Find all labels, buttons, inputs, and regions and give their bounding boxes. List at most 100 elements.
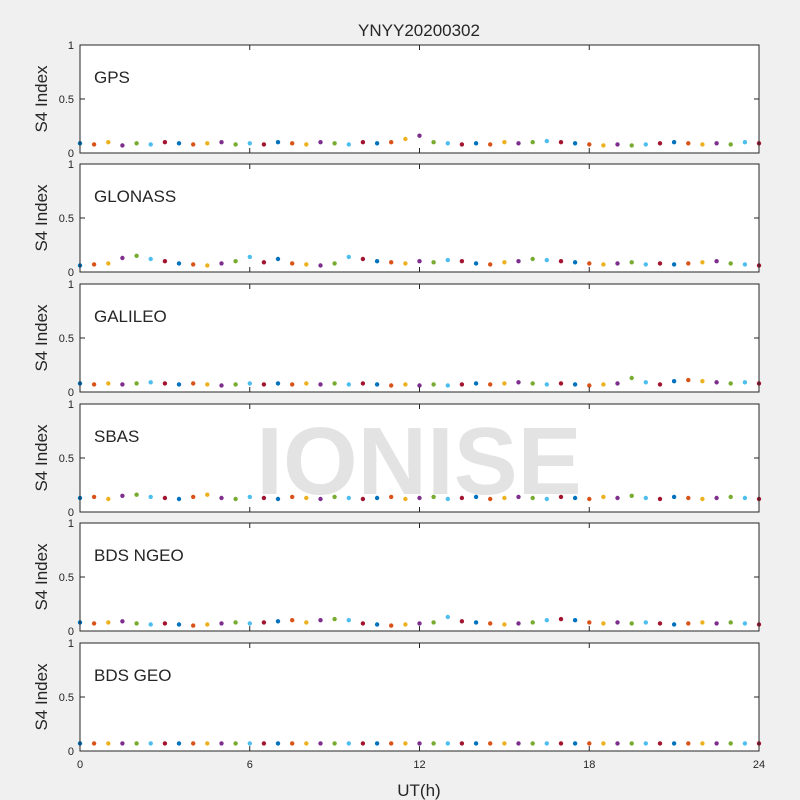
data-point bbox=[459, 259, 465, 264]
data-point bbox=[332, 261, 337, 266]
y-tick-label: 0.5 bbox=[59, 453, 74, 465]
data-point bbox=[304, 262, 309, 267]
data-point bbox=[318, 741, 323, 746]
data-point bbox=[134, 621, 139, 626]
data-point bbox=[148, 142, 153, 147]
data-point bbox=[615, 620, 620, 625]
data-point bbox=[360, 496, 366, 502]
data-point bbox=[558, 381, 564, 386]
data-point bbox=[148, 380, 153, 385]
data-point bbox=[205, 622, 210, 627]
data-point bbox=[191, 142, 196, 147]
data-point bbox=[742, 380, 748, 385]
data-point bbox=[587, 741, 592, 746]
panel-bds-geo: 0 0.5 1 BDS GEO S4 Index 0 6 12 18 24 bbox=[32, 638, 765, 771]
data-point bbox=[417, 383, 422, 388]
data-point bbox=[544, 618, 549, 623]
data-point bbox=[558, 741, 564, 746]
data-point bbox=[643, 380, 648, 385]
data-point bbox=[587, 496, 592, 502]
data-point bbox=[318, 263, 323, 268]
data-point bbox=[431, 260, 436, 265]
data-point bbox=[360, 140, 366, 145]
data-point bbox=[601, 494, 606, 500]
x-tick-label: 12 bbox=[413, 759, 425, 771]
data-point bbox=[742, 140, 748, 145]
data-point bbox=[544, 138, 549, 144]
data-point bbox=[502, 381, 507, 386]
data-point bbox=[587, 261, 592, 266]
data-point bbox=[162, 140, 168, 145]
data-point bbox=[247, 254, 252, 260]
data-point bbox=[120, 255, 125, 261]
data-point bbox=[615, 741, 620, 746]
data-point bbox=[728, 620, 733, 625]
data-point bbox=[148, 741, 153, 746]
data-point bbox=[742, 621, 748, 626]
x-tick-label: 18 bbox=[583, 759, 595, 771]
data-point bbox=[318, 618, 323, 623]
data-point bbox=[572, 495, 578, 501]
data-point bbox=[290, 141, 295, 146]
data-point bbox=[572, 618, 578, 623]
data-point bbox=[106, 496, 111, 502]
data-point bbox=[431, 620, 436, 625]
data-point bbox=[728, 261, 733, 266]
data-point bbox=[728, 142, 733, 147]
data-point bbox=[431, 140, 436, 145]
data-point bbox=[162, 381, 168, 386]
data-point bbox=[558, 616, 564, 622]
data-point bbox=[700, 741, 705, 746]
data-point bbox=[120, 741, 125, 746]
data-point bbox=[502, 495, 507, 501]
data-point bbox=[205, 382, 210, 387]
data-point bbox=[332, 494, 337, 500]
y-tick-label: 0.5 bbox=[59, 333, 74, 345]
data-point bbox=[445, 741, 450, 746]
data-point bbox=[516, 259, 521, 264]
data-point bbox=[714, 621, 719, 626]
data-point bbox=[91, 142, 97, 147]
data-point bbox=[247, 141, 252, 146]
data-point bbox=[459, 495, 465, 501]
data-point bbox=[389, 623, 394, 628]
data-point bbox=[502, 622, 507, 627]
data-point bbox=[445, 257, 450, 263]
data-point bbox=[233, 496, 238, 502]
data-point bbox=[219, 383, 224, 388]
panel-galileo: 0 0.5 1 GALILEO S4 Index bbox=[32, 279, 762, 399]
data-point bbox=[643, 495, 648, 501]
data-point bbox=[615, 495, 620, 501]
data-point bbox=[120, 382, 125, 387]
y-tick-label: 0 bbox=[68, 746, 74, 758]
data-point bbox=[332, 381, 337, 386]
data-point bbox=[374, 495, 380, 501]
data-point bbox=[587, 383, 592, 388]
x-tick-label: 0 bbox=[77, 759, 83, 771]
data-point bbox=[191, 623, 196, 628]
panel-label: BDS GEO bbox=[94, 666, 171, 685]
data-point bbox=[502, 741, 507, 746]
data-point bbox=[714, 141, 719, 146]
data-point bbox=[360, 381, 366, 386]
data-point bbox=[615, 381, 620, 386]
data-point bbox=[374, 141, 380, 146]
data-point bbox=[247, 494, 252, 500]
panel-label: GLONASS bbox=[94, 187, 176, 206]
data-point bbox=[714, 495, 719, 501]
data-point bbox=[615, 261, 620, 266]
data-point bbox=[572, 141, 578, 146]
data-point bbox=[205, 263, 210, 268]
data-point bbox=[558, 140, 564, 145]
data-point bbox=[459, 619, 465, 624]
data-point bbox=[544, 741, 549, 746]
data-point bbox=[431, 382, 436, 387]
data-point bbox=[643, 741, 648, 746]
data-point bbox=[290, 741, 295, 746]
data-point bbox=[275, 256, 281, 262]
panels-group: 0 0.5 1 GPS S4 Index 0 0.5 1 GLONASS S4 Index 0 0.5… bbox=[32, 40, 765, 771]
data-point bbox=[91, 621, 97, 626]
data-point bbox=[91, 382, 97, 387]
data-point bbox=[516, 380, 521, 385]
data-point bbox=[148, 256, 153, 262]
